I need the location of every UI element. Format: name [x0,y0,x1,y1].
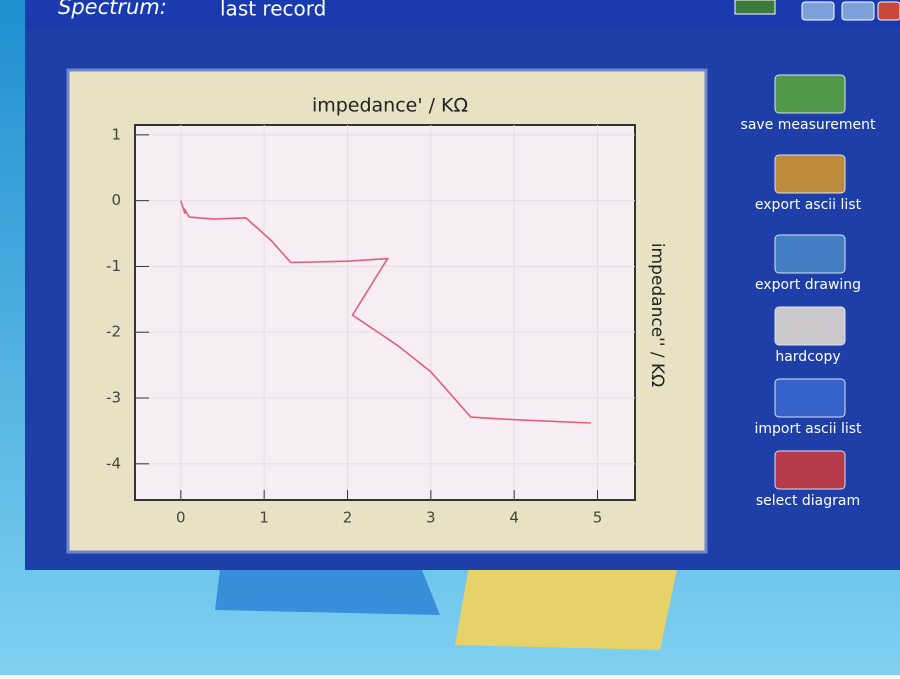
y-tick-label: -3 [106,389,121,407]
data-line [180,200,591,424]
button-label: import ascii list [754,421,862,437]
close-button[interactable] [877,1,900,21]
x-tick-label: 4 [509,509,519,527]
y-tick-label: -4 [106,454,121,472]
button-icon [774,378,846,418]
chart-title: impedance' / KΩ [312,95,468,117]
button-icon [774,234,846,274]
button-label: hardcopy [775,349,840,365]
x-tick-label: 2 [343,509,353,527]
maximize-button[interactable] [841,1,875,21]
y-axis-label: impedance'' / KΩ [647,243,667,387]
x-tick-label: 3 [426,509,436,527]
y-tick-label: 1 [111,125,121,143]
toolbar-button[interactable]: import ascii list [754,378,862,437]
toolbar-button[interactable]: select diagram [756,450,860,509]
button-label: export ascii list [755,197,862,213]
toolbar-button[interactable]: export drawing [755,234,861,293]
window-subtitle: last record [220,0,326,21]
window-title: Spectrum: [58,0,167,19]
x-tick-label: 1 [259,509,269,527]
x-tick-label: 5 [593,509,603,527]
button-label: select diagram [756,493,860,509]
y-tick-label: 0 [111,191,121,209]
y-tick-label: -2 [106,323,121,341]
toolbar-button[interactable]: hardcopy [774,306,846,365]
minimize-button[interactable] [801,1,835,21]
button-label: export drawing [755,277,861,293]
button-icon [774,450,846,490]
toolbar-button[interactable]: save measurement [741,74,876,133]
toolbar-button[interactable]: export ascii list [755,154,862,213]
plot-area [134,124,636,501]
window-icon[interactable] [734,0,776,15]
button-icon [774,154,846,194]
desktop-logo [455,555,680,650]
button-label: save measurement [741,117,876,133]
desktop-logo [215,565,440,615]
button-icon [774,74,846,114]
x-tick-label: 0 [176,509,186,527]
button-icon [774,306,846,346]
y-tick-label: -1 [106,257,121,275]
